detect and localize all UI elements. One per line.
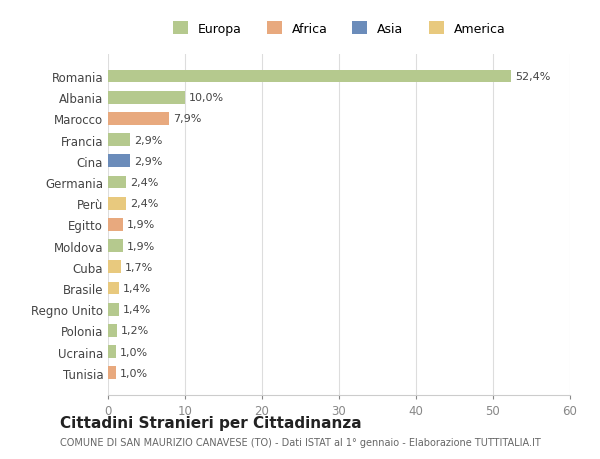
Bar [108,71,511,83]
Bar [108,197,127,210]
Bar [108,282,119,295]
Bar [108,325,117,337]
Text: 2,9%: 2,9% [134,135,163,146]
Text: 2,4%: 2,4% [130,199,159,209]
Text: COMUNE DI SAN MAURIZIO CANAVESE (TO) - Dati ISTAT al 1° gennaio - Elaborazione T: COMUNE DI SAN MAURIZIO CANAVESE (TO) - D… [60,437,541,447]
Bar [108,92,185,104]
Text: 1,7%: 1,7% [125,262,153,272]
Text: 1,0%: 1,0% [119,368,148,378]
Bar [108,303,119,316]
Text: 1,0%: 1,0% [119,347,148,357]
Text: Cittadini Stranieri per Cittadinanza: Cittadini Stranieri per Cittadinanza [60,415,362,430]
Bar [108,134,130,147]
Bar [108,176,127,189]
Text: 1,4%: 1,4% [122,304,151,314]
Bar [108,346,116,358]
Text: 1,2%: 1,2% [121,326,149,336]
Bar [108,261,121,274]
Text: 52,4%: 52,4% [515,72,551,82]
Text: 7,9%: 7,9% [173,114,201,124]
Text: 1,9%: 1,9% [127,241,155,251]
Text: 1,4%: 1,4% [122,283,151,293]
Bar [108,113,169,125]
Bar [108,155,130,168]
Bar [108,218,122,231]
Text: 2,9%: 2,9% [134,157,163,167]
Text: 1,9%: 1,9% [127,220,155,230]
Text: 10,0%: 10,0% [189,93,224,103]
Bar [108,367,116,379]
Bar [108,240,122,252]
Legend: Europa, Africa, Asia, America: Europa, Africa, Asia, America [167,17,511,41]
Text: 2,4%: 2,4% [130,178,159,188]
